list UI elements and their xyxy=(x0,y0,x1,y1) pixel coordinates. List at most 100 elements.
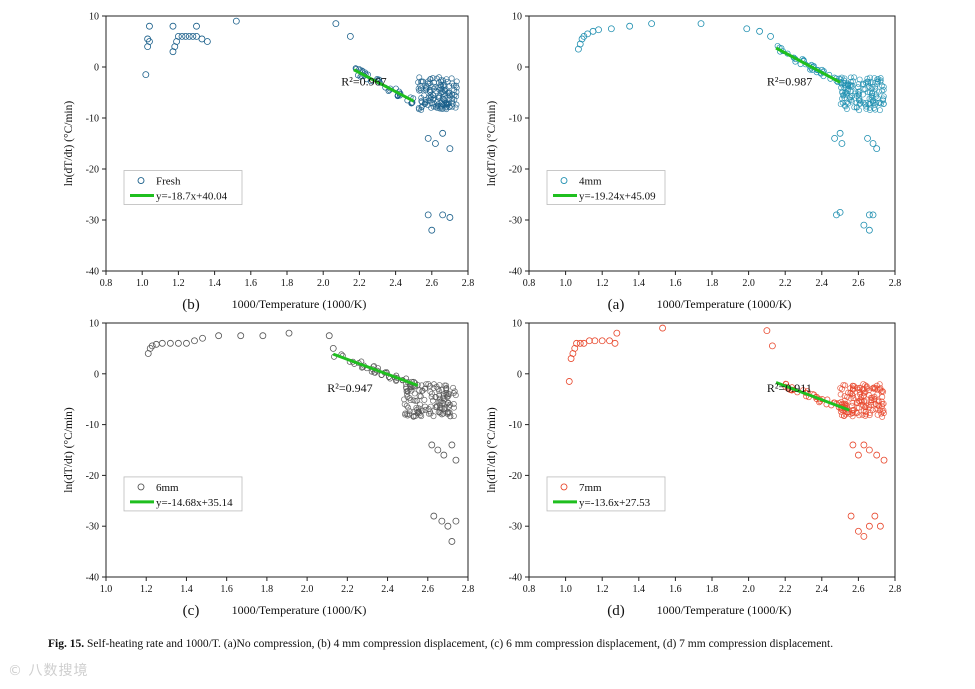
data-point xyxy=(838,140,846,147)
data-point xyxy=(855,97,862,104)
data-point xyxy=(446,409,453,416)
data-point xyxy=(405,404,412,411)
figure-caption-label: Fig. 15. xyxy=(48,638,85,650)
y-tick-label: -40 xyxy=(509,267,522,278)
data-point xyxy=(237,332,245,340)
data-point xyxy=(877,386,884,393)
data-point xyxy=(839,95,845,102)
x-tick-label: 2.0 xyxy=(301,584,314,595)
data-point xyxy=(435,385,442,392)
data-point xyxy=(849,82,856,89)
data-point xyxy=(193,33,200,40)
data-point xyxy=(756,27,763,35)
data-point xyxy=(613,329,621,337)
data-point xyxy=(429,390,435,397)
data-point xyxy=(872,83,878,90)
x-tick-label: 1.6 xyxy=(669,584,682,595)
data-point xyxy=(413,404,420,411)
data-point xyxy=(871,512,879,520)
data-point xyxy=(430,103,437,110)
data-point xyxy=(864,75,871,82)
data-point xyxy=(866,412,873,419)
data-point xyxy=(444,411,451,417)
data-point xyxy=(845,389,851,396)
data-point xyxy=(329,344,337,352)
data-point xyxy=(443,76,450,83)
data-point xyxy=(873,145,881,153)
data-point xyxy=(325,332,333,340)
data-point xyxy=(423,381,430,388)
data-point xyxy=(565,378,573,385)
data-point xyxy=(659,324,666,332)
data-point xyxy=(443,385,450,392)
data-point xyxy=(440,102,447,108)
data-point xyxy=(873,451,881,459)
data-point xyxy=(865,522,873,530)
y-tick-label: 10 xyxy=(512,12,522,23)
data-point xyxy=(856,384,863,391)
y-tick-label: -10 xyxy=(86,114,99,125)
data-point xyxy=(865,446,873,454)
data-point xyxy=(410,408,417,415)
data-point xyxy=(860,532,868,540)
data-point xyxy=(436,392,443,399)
x-tick-label: 2.0 xyxy=(317,278,330,289)
data-point xyxy=(847,74,854,81)
data-point xyxy=(863,105,870,112)
data-point xyxy=(443,401,450,408)
legend-fit-label: y=-18.7x+40.04 xyxy=(156,191,228,203)
data-point xyxy=(880,410,887,417)
data-point xyxy=(416,387,423,394)
y-tick-label: -20 xyxy=(509,165,522,176)
data-point xyxy=(427,383,434,390)
legend-fit-label: y=-19.24x+45.09 xyxy=(579,191,656,203)
data-point xyxy=(444,393,451,400)
data-point xyxy=(203,38,211,45)
data-point xyxy=(873,91,880,98)
data-point xyxy=(595,26,602,34)
data-point xyxy=(453,78,460,85)
data-point xyxy=(425,381,432,387)
x-tick-label: 2.6 xyxy=(852,278,865,289)
data-point xyxy=(880,83,887,90)
data-point xyxy=(430,512,438,520)
data-point xyxy=(439,211,447,219)
data-point xyxy=(142,71,150,79)
x-tick-label: 2.2 xyxy=(341,584,354,595)
data-point xyxy=(438,517,446,525)
data-point xyxy=(576,339,584,347)
y-tick-label: 0 xyxy=(94,369,99,380)
data-point xyxy=(402,411,409,418)
data-point xyxy=(439,77,446,84)
y-tick-label: 0 xyxy=(517,369,522,380)
data-point xyxy=(876,522,884,530)
data-point xyxy=(869,140,877,147)
data-point xyxy=(862,412,869,419)
data-point xyxy=(441,96,448,103)
legend-box xyxy=(546,476,666,512)
data-point xyxy=(423,83,430,90)
data-point xyxy=(419,78,425,85)
data-point xyxy=(847,512,855,520)
data-point xyxy=(446,103,453,110)
chart-panel-2: 0.8 1.0 1.2 1.4 1.6 1.8 2.0 2.2 2.4 2.6 2.8 10 0 -10 -… xyxy=(486,12,901,314)
data-point xyxy=(441,83,448,90)
x-tick-label: 2.6 xyxy=(852,584,865,595)
data-point xyxy=(416,74,423,81)
figure-panels: 0.8 1.0 1.2 1.4 1.6 1.8 2.0 2.2 2.4 2.6 2.8 10 0 -10 -… xyxy=(63,12,901,620)
data-point xyxy=(452,517,460,525)
data-point xyxy=(191,337,198,345)
data-point xyxy=(417,393,424,400)
data-point xyxy=(855,451,862,459)
data-point xyxy=(185,33,193,40)
data-point xyxy=(589,27,597,35)
data-point xyxy=(453,84,460,91)
data-point xyxy=(444,522,452,530)
data-point xyxy=(874,391,881,398)
data-point xyxy=(837,391,844,398)
data-point xyxy=(410,413,417,420)
data-point xyxy=(285,329,293,337)
data-point xyxy=(432,394,439,401)
data-point xyxy=(436,405,443,412)
data-point xyxy=(437,398,444,405)
